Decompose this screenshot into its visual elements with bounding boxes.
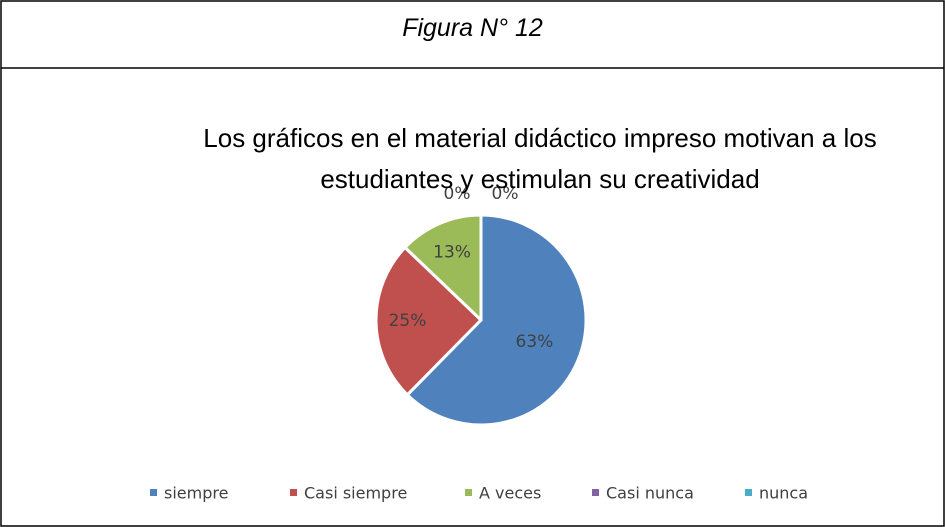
legend-label: Casi nunca	[606, 484, 694, 503]
legend-swatch	[465, 489, 472, 496]
legend-swatch	[290, 489, 297, 496]
data-label: 0%	[492, 184, 519, 204]
legend-swatch	[150, 489, 157, 496]
legend-label: A veces	[479, 484, 541, 503]
legend-label: Casi siempre	[304, 484, 407, 503]
pie-slice	[403, 213, 483, 322]
legend-swatch	[592, 489, 599, 496]
pie-slice	[405, 213, 588, 427]
data-label: 13%	[433, 242, 471, 262]
figure-label: Figura N° 12	[402, 14, 543, 42]
pie-slice	[374, 246, 483, 397]
legend-swatch	[745, 489, 752, 496]
chart-title: Los gráficos en el material didáctico im…	[203, 123, 877, 194]
legend-label: nunca	[759, 484, 808, 503]
legend-label: siempre	[164, 484, 228, 503]
data-label: 0%	[444, 184, 471, 204]
data-label: 25%	[389, 311, 427, 331]
data-label: 63%	[516, 332, 554, 352]
